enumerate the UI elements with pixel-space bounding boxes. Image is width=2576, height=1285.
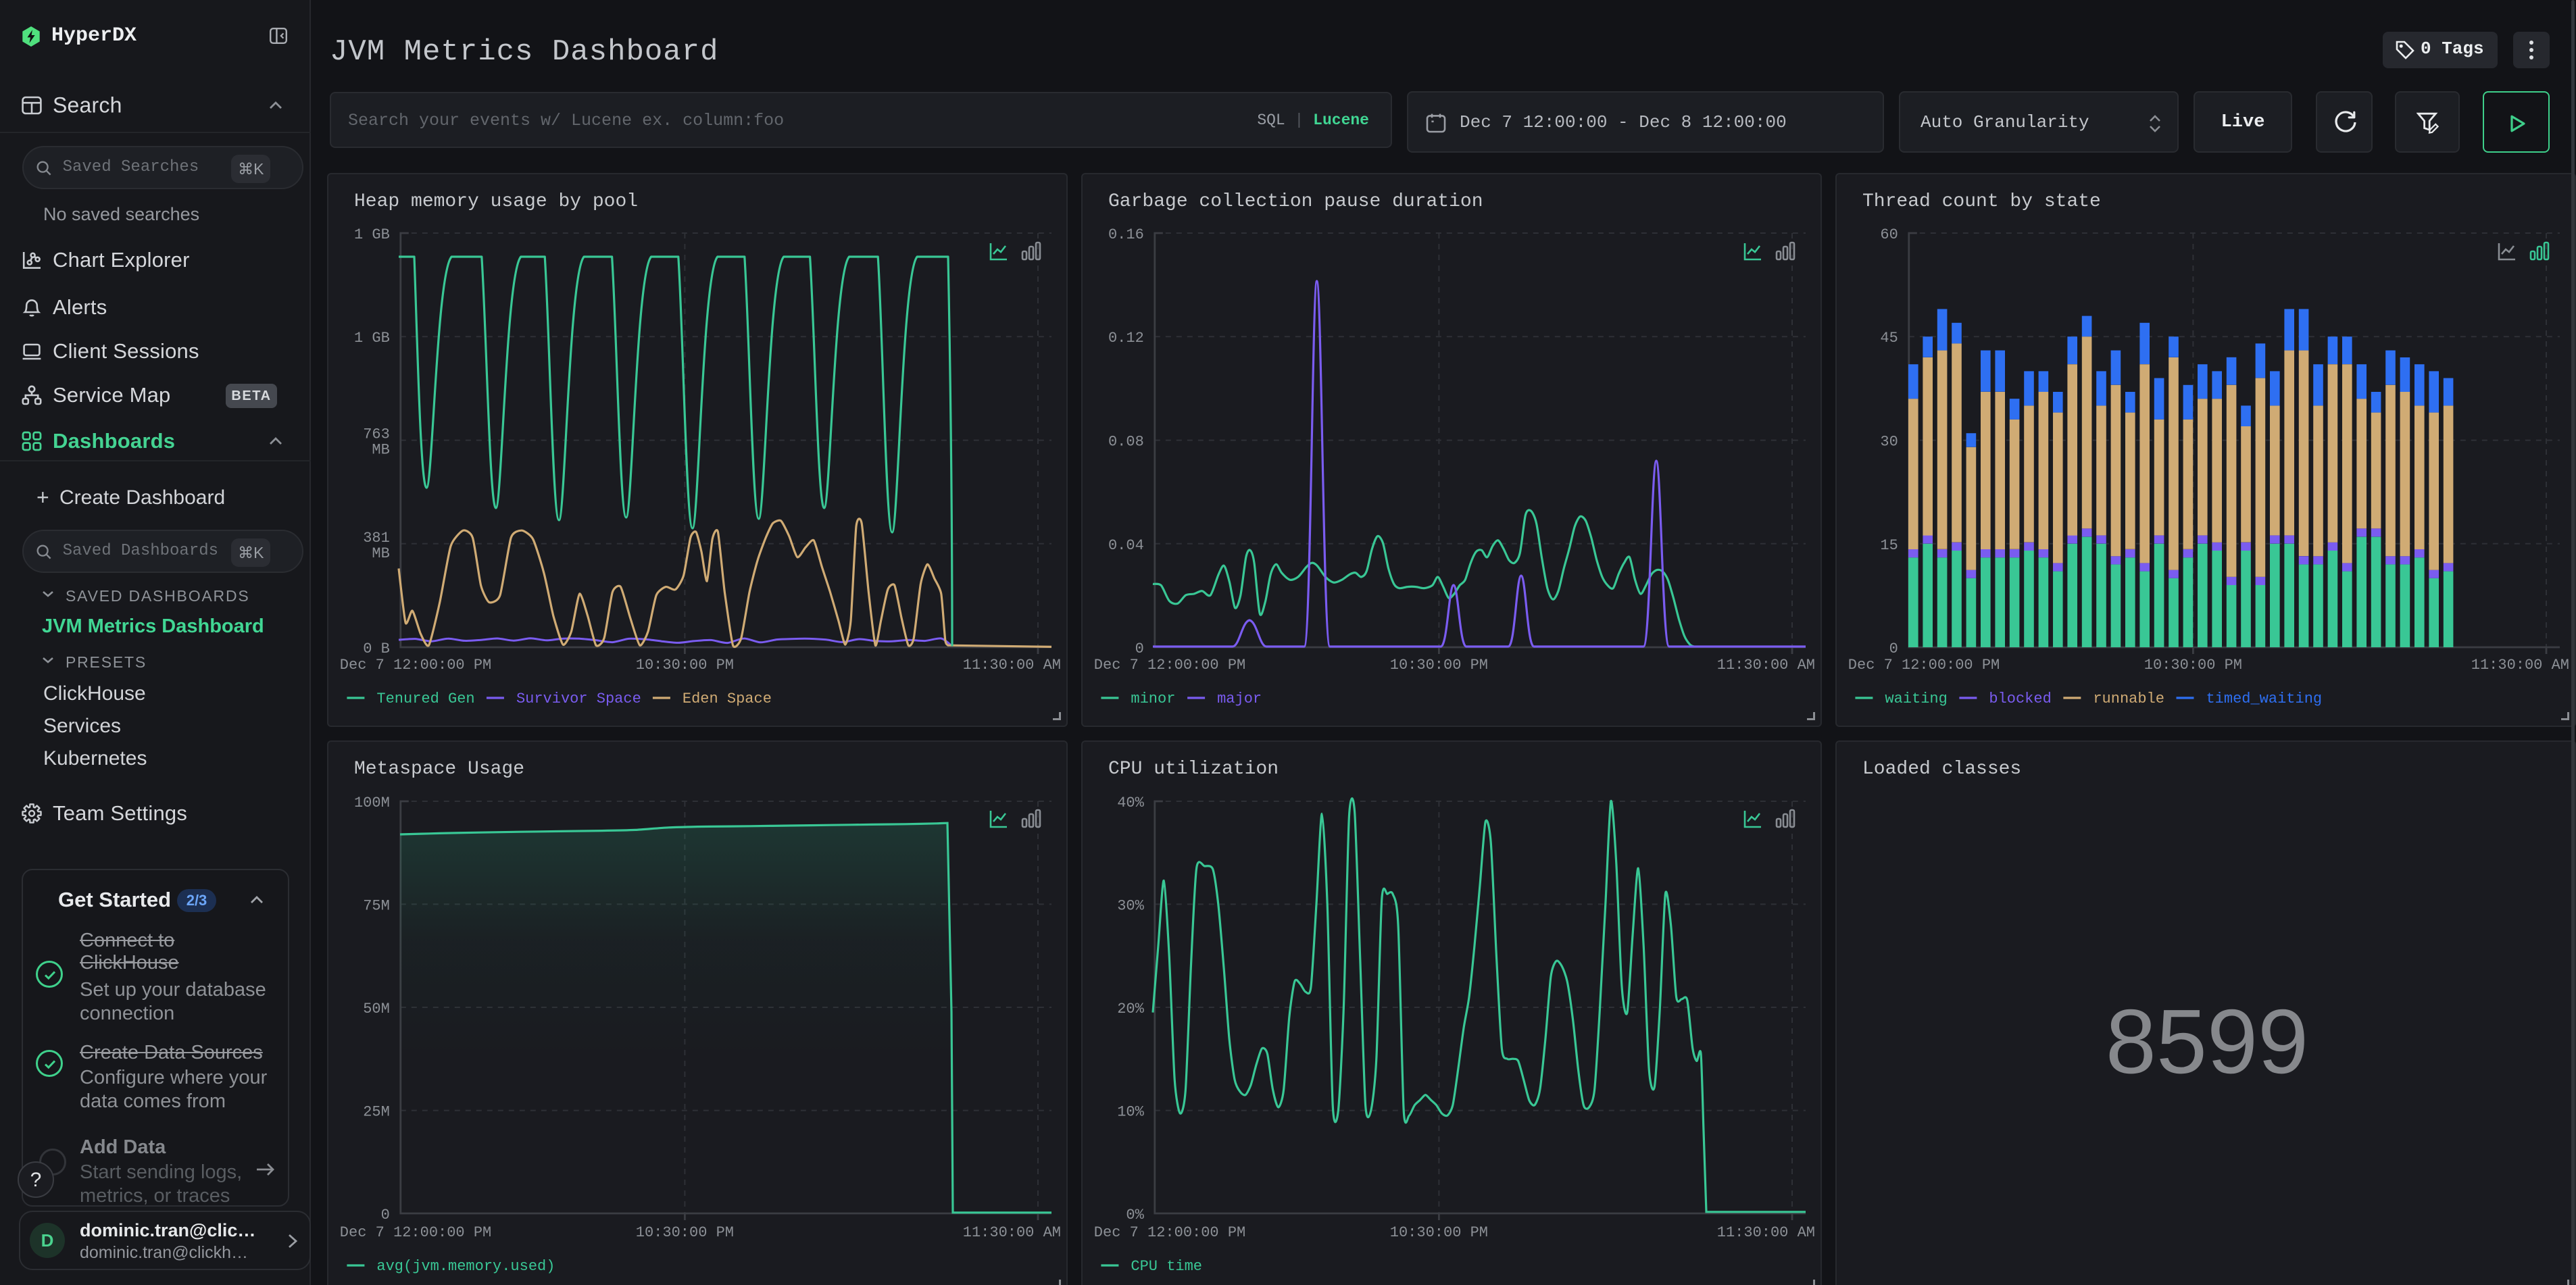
svg-text:Dec 7 12:00:00 PM: Dec 7 12:00:00 PM xyxy=(1094,1224,1245,1241)
svg-text:CPU utilization: CPU utilization xyxy=(1108,759,1279,780)
svg-text:25M: 25M xyxy=(363,1104,390,1121)
svg-text:Tenured Gen: Tenured Gen xyxy=(376,690,474,707)
svg-text:Dec 7 12:00:00 PM: Dec 7 12:00:00 PM xyxy=(340,1224,491,1241)
svg-text:763: 763 xyxy=(363,426,390,443)
svg-text:Dec 7 12:00:00 PM: Dec 7 12:00:00 PM xyxy=(1848,657,2000,674)
svg-text:major: major xyxy=(1217,690,1262,707)
svg-text:11:30:00 AM: 11:30:00 AM xyxy=(2471,657,2569,674)
svg-text:45: 45 xyxy=(1880,330,1898,347)
svg-text:1 GB: 1 GB xyxy=(354,226,390,243)
svg-text:Heap memory usage by pool: Heap memory usage by pool xyxy=(354,191,638,212)
svg-text:blocked: blocked xyxy=(1989,690,2051,707)
svg-text:Dec 7 12:00:00 PM: Dec 7 12:00:00 PM xyxy=(340,657,491,674)
svg-text:MB: MB xyxy=(372,442,389,459)
svg-text:100M: 100M xyxy=(354,795,390,811)
svg-text:minor: minor xyxy=(1131,690,1175,707)
svg-text:10:30:00 PM: 10:30:00 PM xyxy=(636,657,734,674)
svg-text:waiting: waiting xyxy=(1885,690,1947,707)
svg-text:Metaspace Usage: Metaspace Usage xyxy=(354,759,524,780)
svg-text:CPU time: CPU time xyxy=(1131,1258,1202,1275)
svg-text:11:30:00 AM: 11:30:00 AM xyxy=(1717,1224,1815,1241)
svg-text:30%: 30% xyxy=(1117,897,1144,914)
svg-text:11:30:00 AM: 11:30:00 AM xyxy=(963,1224,1061,1241)
svg-text:Thread count by state: Thread count by state xyxy=(1862,191,2101,212)
svg-text:10:30:00 PM: 10:30:00 PM xyxy=(2144,657,2242,674)
svg-text:Eden Space: Eden Space xyxy=(683,690,772,707)
svg-text:Dec 7 12:00:00 PM: Dec 7 12:00:00 PM xyxy=(1094,657,1245,674)
svg-text:0 B: 0 B xyxy=(363,640,390,657)
svg-text:timed_waiting: timed_waiting xyxy=(2206,690,2322,707)
svg-text:10:30:00 PM: 10:30:00 PM xyxy=(636,1224,734,1241)
svg-text:MB: MB xyxy=(372,545,389,562)
svg-text:0.04: 0.04 xyxy=(1108,537,1144,554)
svg-text:0%: 0% xyxy=(1126,1207,1144,1224)
svg-text:0: 0 xyxy=(381,1207,390,1224)
svg-text:Survivor Space: Survivor Space xyxy=(516,690,641,707)
svg-text:10:30:00 PM: 10:30:00 PM xyxy=(1390,1224,1488,1241)
svg-text:50M: 50M xyxy=(363,1001,390,1017)
svg-text:8599: 8599 xyxy=(2106,990,2308,1092)
svg-text:40%: 40% xyxy=(1117,795,1144,811)
svg-text:10:30:00 PM: 10:30:00 PM xyxy=(1390,657,1488,674)
svg-text:10%: 10% xyxy=(1117,1104,1144,1121)
svg-text:381: 381 xyxy=(363,530,390,547)
svg-text:Garbage collection pause durat: Garbage collection pause duration xyxy=(1108,191,1483,212)
svg-text:11:30:00 AM: 11:30:00 AM xyxy=(1717,657,1815,674)
svg-text:20%: 20% xyxy=(1117,1001,1144,1017)
svg-text:0: 0 xyxy=(1135,640,1144,657)
svg-text:0: 0 xyxy=(1889,640,1898,657)
svg-text:Loaded classes: Loaded classes xyxy=(1862,759,2021,780)
svg-text:0.12: 0.12 xyxy=(1108,330,1144,347)
svg-text:75M: 75M xyxy=(363,897,390,914)
svg-text:0.16: 0.16 xyxy=(1108,226,1144,243)
svg-text:runnable: runnable xyxy=(2093,690,2164,707)
svg-text:11:30:00 AM: 11:30:00 AM xyxy=(963,657,1061,674)
svg-text:15: 15 xyxy=(1880,537,1898,554)
svg-text:avg(jvm.memory.used): avg(jvm.memory.used) xyxy=(376,1258,555,1275)
svg-text:1 GB: 1 GB xyxy=(354,330,390,347)
svg-text:30: 30 xyxy=(1880,434,1898,451)
svg-text:0.08: 0.08 xyxy=(1108,434,1144,451)
svg-text:60: 60 xyxy=(1880,226,1898,243)
